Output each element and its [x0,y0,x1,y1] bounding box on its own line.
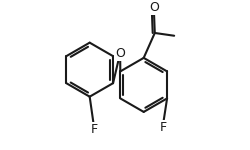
Text: F: F [160,121,167,134]
Text: O: O [115,46,125,60]
Text: O: O [149,1,159,14]
Text: F: F [90,123,98,136]
